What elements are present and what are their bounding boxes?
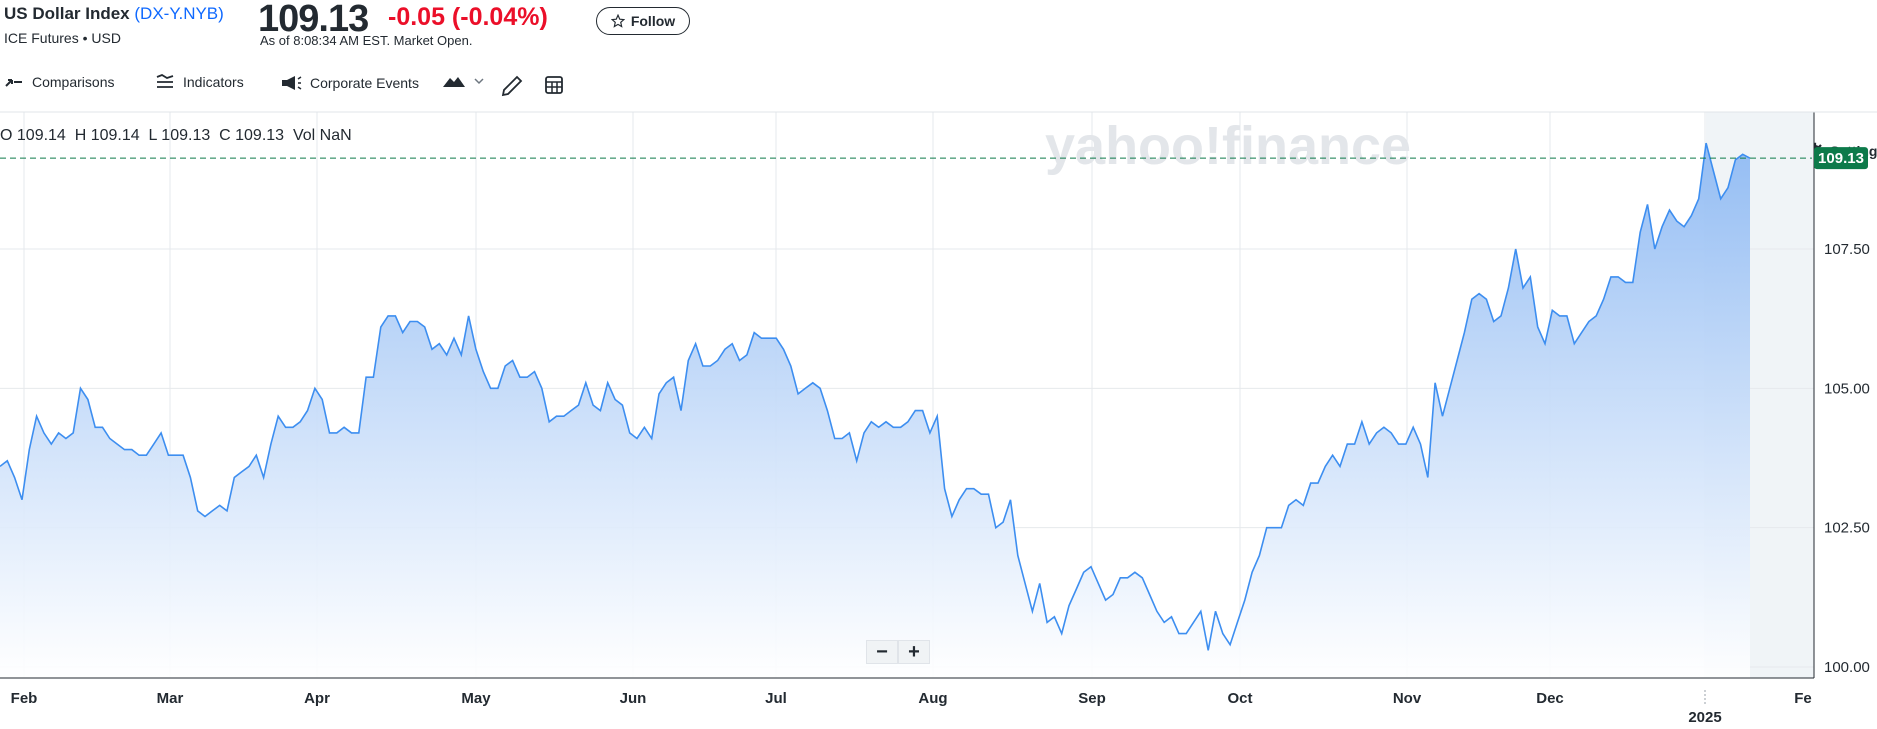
corporate-events-label: Corporate Events: [310, 75, 419, 91]
x-tick-label: May: [461, 690, 491, 707]
draw-tool-button[interactable]: [500, 74, 524, 98]
x-tick-label: Aug: [918, 690, 947, 707]
svg-text:109.13: 109.13: [1818, 150, 1864, 167]
current-price: 109.13: [258, 0, 369, 40]
quote-header: US Dollar Index (DX-Y.NYB) ICE Futures •…: [0, 0, 1877, 60]
exchange-currency: ICE Futures • USD: [4, 30, 121, 46]
zoom-controls: − +: [866, 640, 930, 664]
follow-button[interactable]: Follow: [596, 7, 690, 35]
corporate-events-button[interactable]: Corporate Events: [280, 74, 419, 92]
price-line: [0, 142, 1751, 651]
comparisons-button[interactable]: Comparisons: [4, 74, 114, 90]
instrument-name: US Dollar Index: [4, 4, 130, 23]
x-tick-label: Mar: [157, 690, 184, 707]
chevron-down-icon: [474, 78, 484, 85]
yahoo-finance-watermark: yahoo!finance: [1045, 116, 1411, 176]
indicators-icon: [156, 74, 174, 88]
indicators-button[interactable]: Indicators: [155, 74, 244, 90]
x-tick-label: Feb: [11, 690, 38, 707]
y-tick-label: 102.50: [1824, 520, 1870, 537]
y-axis-labels: 100.00 102.50 105.00 107.50: [1824, 241, 1870, 676]
instrument-title: US Dollar Index (DX-Y.NYB): [4, 4, 224, 24]
chart-toolbar: Comparisons Indicators Corporate Events …: [0, 68, 1877, 160]
ticker-symbol[interactable]: (DX-Y.NYB): [134, 4, 224, 23]
comparisons-label: Comparisons: [32, 74, 115, 90]
x-tick-label: Oct: [1227, 690, 1252, 707]
x-axis-labels: Feb Mar Apr May Jun Jul Aug Sep Oct Nov Dec Fe 2025: [11, 690, 1812, 726]
x-tick-label: Jun: [620, 690, 647, 707]
follow-label: Follow: [630, 13, 676, 29]
layout-button[interactable]: [543, 74, 565, 96]
pencil-icon: [501, 75, 523, 97]
x-tick-label: Sep: [1078, 690, 1106, 707]
y-tick-label: 100.00: [1824, 659, 1870, 676]
mountain-chart-icon: [443, 77, 465, 87]
market-status: As of 8:08:34 AM EST. Market Open.: [260, 33, 473, 48]
price-chart[interactable]: yahoo!finance 100.00 102.50 105.00 107.50 F…: [0, 110, 1877, 729]
price-change: -0.05 (-0.04%): [388, 3, 548, 31]
x-tick-label: Apr: [304, 690, 330, 707]
star-icon: [610, 14, 625, 28]
x-tick-label: Fe: [1794, 690, 1812, 707]
indicators-label: Indicators: [183, 74, 244, 90]
zoom-out-button[interactable]: −: [866, 640, 898, 664]
current-price-tag: 109.13: [1814, 147, 1868, 170]
x-tick-label: Jul: [765, 690, 787, 707]
ohlc-readout: O 109.14 H 109.14 L 109.13 C 109.13 Vol …: [0, 127, 352, 144]
year-label: 2025: [1688, 709, 1721, 726]
x-tick-label: Dec: [1536, 690, 1564, 707]
y-tick-label: 107.50: [1824, 241, 1870, 258]
price-area-fill: [0, 143, 1750, 679]
chart-type-dropdown[interactable]: [442, 74, 484, 88]
x-tick-label: Nov: [1393, 690, 1422, 707]
compare-icon: [5, 79, 22, 87]
megaphone-icon: [282, 76, 302, 91]
y-tick-label: 105.00: [1824, 380, 1870, 397]
table-icon: [545, 76, 563, 94]
zoom-in-button[interactable]: +: [898, 640, 930, 664]
